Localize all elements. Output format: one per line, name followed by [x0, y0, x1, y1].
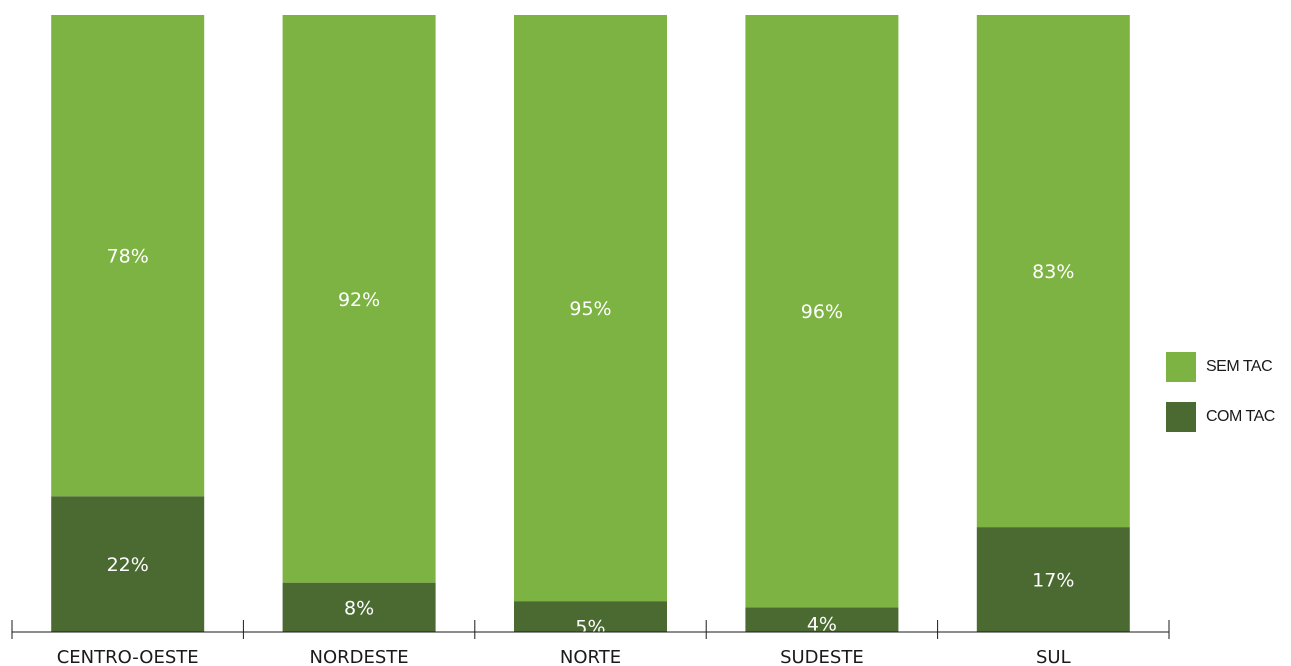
bar-sem-tac-sudeste: [745, 15, 899, 608]
data-label-sem-tac-norte: 95%: [569, 298, 611, 320]
x-tick-label-nordeste: NORDESTE: [310, 647, 409, 666]
legend-item-com-tac: COM TAC: [1166, 402, 1275, 432]
bar-com-tac-sudeste: [745, 607, 899, 632]
bar-sem-tac-norte: [514, 15, 667, 602]
bar-sem-tac-centro-oeste: [51, 15, 205, 497]
data-label-com-tac-centro-oeste: 22%: [107, 554, 149, 576]
x-tick-label-sul: SUL: [1036, 647, 1071, 666]
x-tick-label-centro-oeste: CENTRO-OESTE: [57, 647, 199, 666]
data-label-com-tac-norte: 5%: [575, 617, 605, 639]
bar-com-tac-centro-oeste: [51, 496, 205, 632]
bar-sem-tac-sul: [976, 15, 1130, 528]
data-label-sem-tac-sudeste: 96%: [801, 301, 843, 323]
legend-swatch-sem-tac: [1166, 352, 1196, 382]
data-label-com-tac-nordeste: 8%: [344, 597, 374, 619]
legend: SEM TAC COM TAC: [1166, 352, 1275, 452]
bar-com-tac-norte: [514, 601, 667, 632]
legend-item-sem-tac: SEM TAC: [1166, 352, 1275, 382]
x-tick-label-norte: NORTE: [560, 647, 621, 666]
legend-swatch-com-tac: [1166, 402, 1196, 432]
legend-label-sem-tac: SEM TAC: [1206, 358, 1273, 375]
x-tick-label-sudeste: SUDESTE: [780, 647, 864, 666]
bar-com-tac-nordeste: [282, 582, 436, 632]
bar-com-tac-sul: [976, 527, 1130, 632]
data-label-sem-tac-centro-oeste: 78%: [107, 246, 149, 268]
data-label-sem-tac-nordeste: 92%: [338, 289, 380, 311]
data-label-com-tac-sul: 17%: [1032, 570, 1074, 592]
data-label-com-tac-sudeste: 4%: [807, 614, 837, 636]
legend-label-com-tac: COM TAC: [1206, 408, 1275, 425]
bar-sem-tac-nordeste: [282, 15, 436, 583]
data-label-sem-tac-sul: 83%: [1032, 261, 1074, 283]
